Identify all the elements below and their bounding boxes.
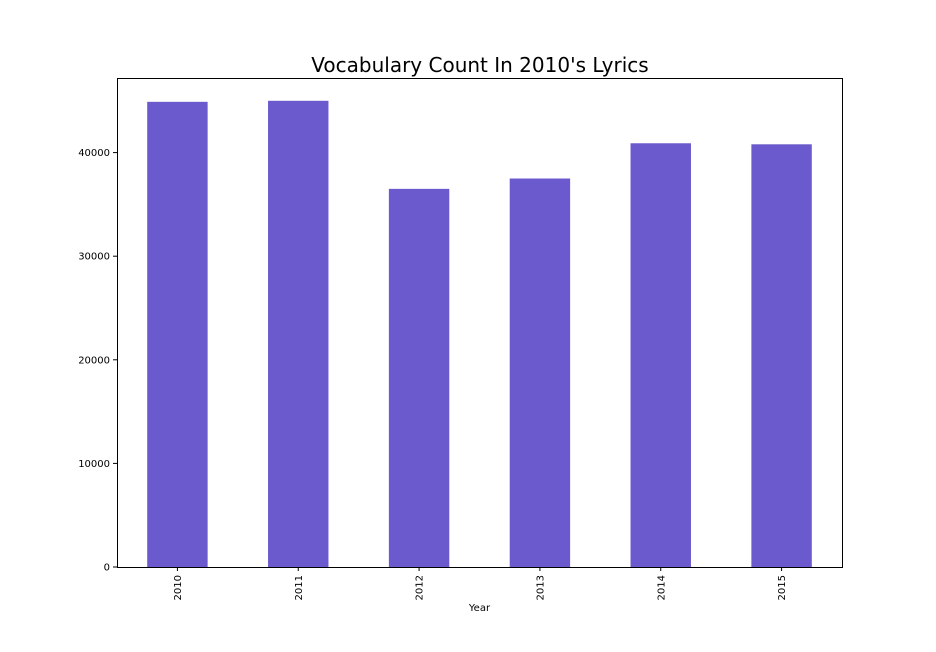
bar-2015 — [751, 144, 812, 567]
x-axis: 2010 2011 2012 2013 2014 2015 — [173, 567, 788, 600]
x-tick-label: 2011 — [294, 575, 305, 600]
y-axis: 0 10000 20000 30000 40000 — [78, 148, 117, 574]
bar-2011 — [268, 100, 329, 568]
x-tick-label: 2013 — [535, 575, 546, 600]
plot-frame — [117, 78, 843, 568]
y-tick-label: 0 — [104, 563, 110, 574]
y-tick-label: 40000 — [78, 148, 110, 159]
bar-2014 — [630, 143, 691, 567]
x-tick-label: 2010 — [173, 575, 184, 600]
y-tick-label: 20000 — [78, 355, 110, 366]
chart-title: Vocabulary Count In 2010's Lyrics — [311, 53, 648, 77]
y-tick-label: 10000 — [78, 459, 110, 470]
bar-2013 — [509, 178, 571, 567]
bars-layer — [147, 100, 812, 568]
x-tick-label: 2012 — [415, 575, 426, 600]
y-tick-label: 30000 — [78, 252, 110, 263]
x-axis-label: Year — [468, 603, 491, 614]
bar-2010 — [147, 101, 208, 567]
x-tick-label: 2015 — [777, 575, 788, 600]
bar-2012 — [388, 188, 450, 567]
x-tick-label: 2014 — [656, 575, 667, 600]
